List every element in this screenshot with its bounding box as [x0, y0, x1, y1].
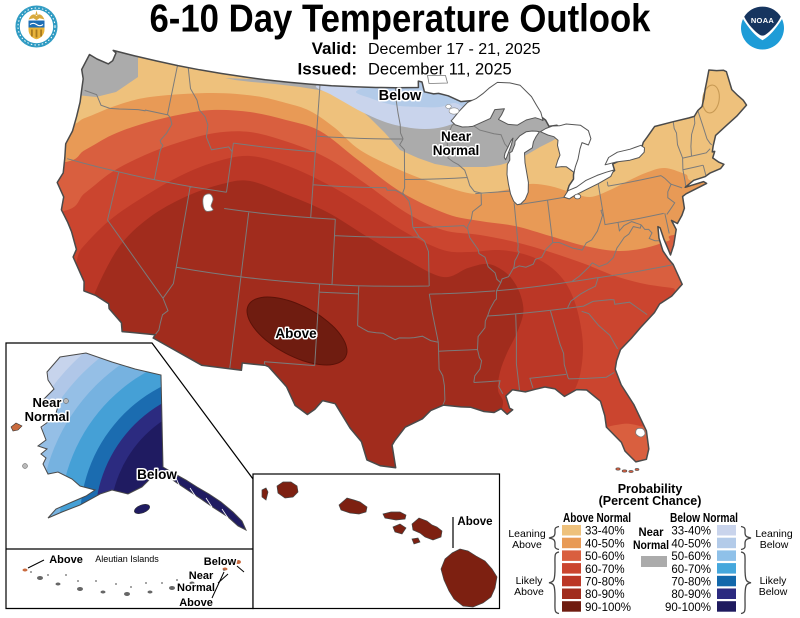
- svg-text:NOAA: NOAA: [751, 16, 775, 25]
- svg-text:60-70%: 60-70%: [585, 564, 625, 576]
- svg-text:Below: Below: [137, 467, 177, 482]
- svg-text:December 17 - 21, 2025: December 17 - 21, 2025: [368, 41, 541, 58]
- svg-text:Below: Below: [379, 88, 422, 104]
- svg-text:Near: Near: [189, 570, 214, 582]
- svg-text:33-40%: 33-40%: [585, 526, 625, 538]
- svg-text:40-50%: 40-50%: [671, 538, 711, 550]
- svg-text:Normal: Normal: [25, 409, 70, 424]
- svg-text:Issued:: Issued:: [297, 60, 357, 79]
- svg-text:60-70%: 60-70%: [671, 564, 711, 576]
- svg-text:33-40%: 33-40%: [671, 526, 711, 538]
- svg-text:Normal: Normal: [433, 143, 480, 158]
- svg-text:Near: Near: [639, 525, 664, 539]
- svg-text:50-60%: 50-60%: [671, 551, 711, 563]
- svg-text:Above: Above: [457, 516, 492, 528]
- svg-text:Above: Above: [179, 597, 213, 609]
- svg-text:Above: Above: [275, 326, 317, 341]
- svg-text:Leaning: Leaning: [755, 528, 793, 540]
- svg-text:80-90%: 80-90%: [671, 589, 711, 601]
- svg-text:70-80%: 70-80%: [671, 577, 711, 589]
- svg-text:Above: Above: [512, 539, 542, 551]
- svg-text:Likely: Likely: [516, 575, 544, 587]
- svg-text:Above: Above: [514, 586, 544, 598]
- svg-text:80-90%: 80-90%: [585, 589, 625, 601]
- svg-text:Near: Near: [441, 129, 472, 144]
- svg-text:90-100%: 90-100%: [665, 602, 711, 614]
- svg-text:90-100%: 90-100%: [585, 602, 631, 614]
- svg-text:Above: Above: [49, 554, 83, 566]
- svg-text:Leaning: Leaning: [508, 528, 546, 540]
- svg-text:Likely: Likely: [760, 575, 788, 587]
- svg-text:50-60%: 50-60%: [585, 551, 625, 563]
- svg-text:Near: Near: [33, 395, 62, 410]
- svg-text:Normal: Normal: [177, 582, 215, 594]
- svg-text:Below: Below: [204, 556, 237, 568]
- svg-text:(Percent Chance): (Percent Chance): [599, 494, 702, 508]
- svg-text:Normal: Normal: [633, 538, 669, 552]
- svg-text:6-10 Day Temperature Outlook: 6-10 Day Temperature Outlook: [150, 0, 651, 41]
- svg-text:70-80%: 70-80%: [585, 577, 625, 589]
- svg-text:Aleutian Islands: Aleutian Islands: [95, 554, 159, 564]
- svg-text:Below: Below: [759, 586, 788, 598]
- svg-text:December 11, 2025: December 11, 2025: [368, 61, 512, 79]
- svg-text:40-50%: 40-50%: [585, 538, 625, 550]
- svg-text:Above Normal: Above Normal: [563, 511, 631, 525]
- svg-text:Probability: Probability: [618, 482, 683, 496]
- svg-text:Below: Below: [760, 539, 789, 551]
- svg-text:Valid:: Valid:: [312, 39, 357, 58]
- svg-text:Below Normal: Below Normal: [670, 511, 738, 525]
